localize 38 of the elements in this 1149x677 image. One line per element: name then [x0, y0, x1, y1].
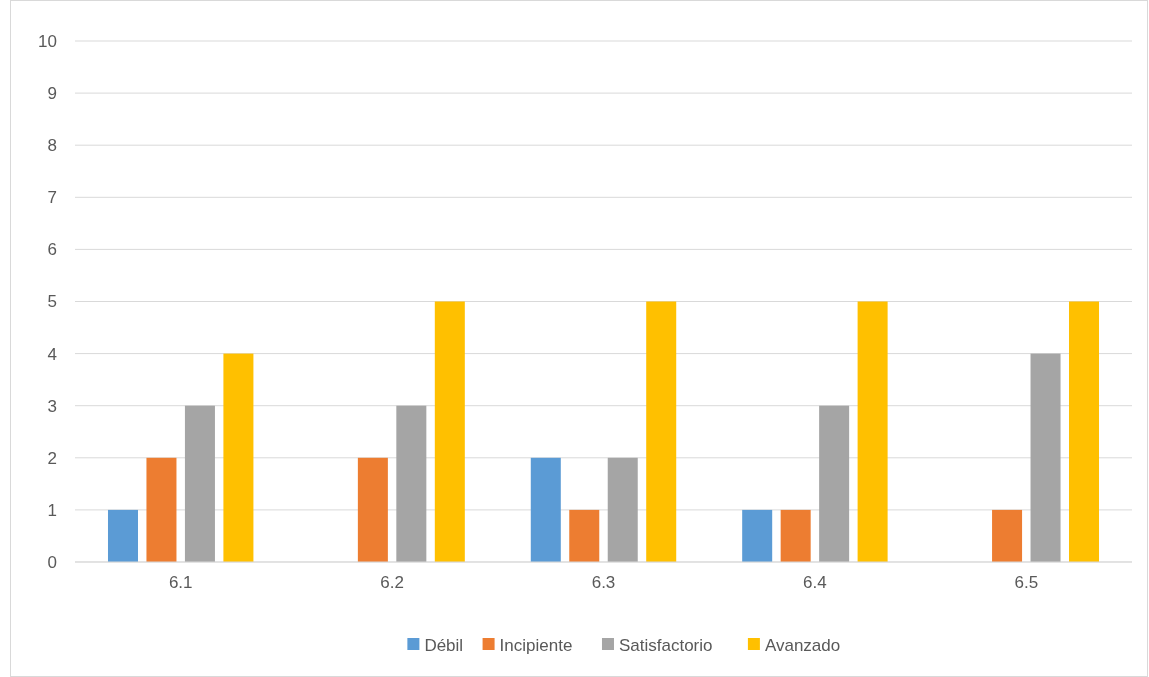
- y-tick-label: 4: [47, 344, 57, 364]
- y-tick-label: 1: [47, 500, 57, 520]
- bar: [607, 457, 638, 562]
- x-tick-label: 6.2: [380, 573, 404, 592]
- y-tick-label: 9: [47, 84, 57, 104]
- y-tick-label: 6: [47, 240, 57, 260]
- y-tick-label: 0: [47, 552, 57, 572]
- legend-label: Avanzado: [764, 635, 841, 655]
- x-tick-label: 6.5: [1014, 573, 1039, 592]
- bar: [223, 353, 254, 562]
- x-tick-label: 6.1: [168, 573, 193, 592]
- y-tick-label: 10: [38, 31, 57, 51]
- legend-label: Débil: [424, 635, 464, 655]
- bar: [569, 509, 600, 562]
- bar: [530, 457, 561, 562]
- legend-label: Incipiente: [499, 635, 573, 655]
- bar: [396, 405, 427, 562]
- y-tick-label: 2: [47, 448, 57, 468]
- bar: [1030, 353, 1061, 562]
- bar: [992, 509, 1023, 562]
- bar: [646, 301, 677, 562]
- bar: [434, 301, 465, 562]
- bar: [819, 405, 850, 562]
- bar: [146, 457, 177, 562]
- legend-label: Satisfactorio: [618, 635, 713, 655]
- y-tick-label: 3: [47, 396, 57, 416]
- bar: [780, 509, 811, 562]
- y-tick-label: 7: [47, 188, 57, 208]
- x-tick-label: 6.4: [803, 573, 827, 592]
- bar: [107, 509, 138, 562]
- y-tick-label: 5: [47, 292, 57, 312]
- bar: [742, 509, 773, 562]
- bar: [1069, 301, 1100, 562]
- bar: [184, 405, 215, 562]
- bar: [857, 301, 888, 562]
- bar: [357, 457, 388, 562]
- x-tick-label: 6.3: [591, 573, 616, 592]
- y-tick-label: 8: [47, 136, 57, 156]
